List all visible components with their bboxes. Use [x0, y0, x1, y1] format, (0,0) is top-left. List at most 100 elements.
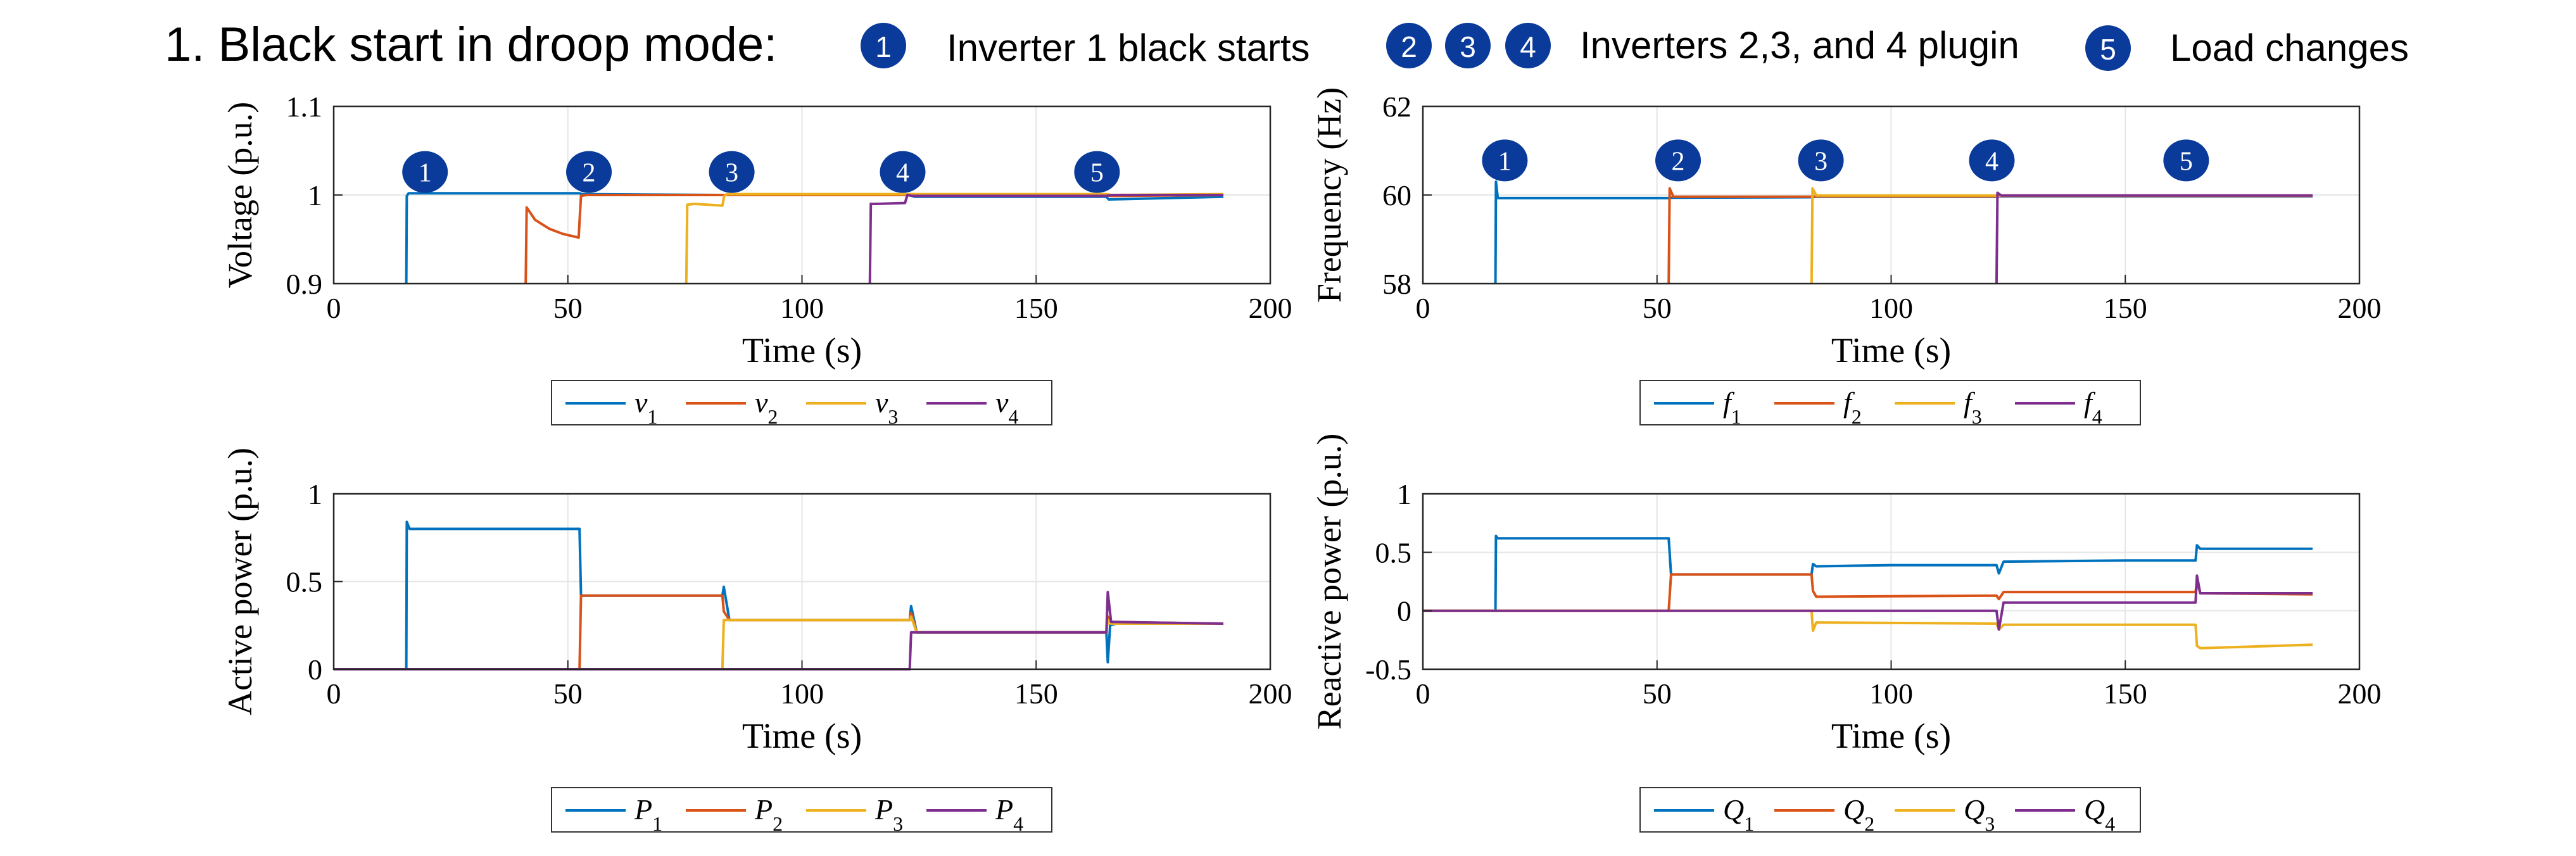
- event-marker-label-5: 5: [1090, 159, 1104, 188]
- event-badge-1-label: 1: [875, 30, 892, 63]
- event-marker-5: [1074, 151, 1120, 193]
- event-marker-2: [1655, 139, 1702, 182]
- series-line-Q1: [1423, 534, 2313, 612]
- series-line-v4: [868, 194, 1223, 284]
- figure-title: 1. Black start in droop mode:: [165, 18, 777, 72]
- x-tick-label: 150: [1014, 292, 1058, 324]
- x-tick-label: 200: [2338, 677, 2382, 710]
- y-tick-label: -0.5: [1365, 653, 1411, 686]
- x-tick-label: 150: [2104, 292, 2147, 324]
- legend-label-P1: P1: [634, 793, 662, 835]
- y-tick-label: 0: [1397, 595, 1411, 627]
- y-tick-label: 0: [308, 653, 322, 686]
- y-tick-label: 1: [1397, 478, 1411, 510]
- legend-label-Q2: Q2: [1843, 793, 1874, 835]
- x-axis-label: Time (s): [742, 331, 862, 370]
- x-tick-label: 200: [1249, 677, 1292, 710]
- event-badge-2: [1386, 23, 1432, 68]
- y-tick-label: 0.5: [286, 566, 323, 598]
- y-tick-label: 0.5: [1375, 536, 1412, 569]
- chart-active_power: 0 50 100 150 200 0 0.5 1 Time (s) Active power (p…: [221, 448, 1292, 835]
- event-marker-4: [1969, 139, 2015, 182]
- x-tick-label: 50: [553, 677, 583, 710]
- event-marker-label-3: 3: [1814, 147, 1828, 176]
- event-marker-label-5: 5: [2180, 147, 2193, 176]
- y-axis-label: Voltage (p.u.): [221, 102, 259, 288]
- event-2-description: Inverters 2,3, and 4 plugin: [1580, 24, 2019, 66]
- legend: P1 P2 P3 P4: [551, 787, 1052, 835]
- x-axis-label: Time (s): [1831, 717, 1951, 756]
- event-marker-1: [1482, 139, 1528, 182]
- event-badge-3: [1445, 23, 1491, 68]
- event-marker-label-1: 1: [419, 159, 432, 188]
- event-badge-4-label: 4: [1520, 30, 1536, 63]
- y-axis-label: Active power (p.u.): [221, 448, 259, 715]
- x-tick-label: 50: [1643, 677, 1672, 710]
- event-marker-label-2: 2: [1672, 147, 1685, 176]
- chart-voltage: 0 50 100 150 200 0.9 1 1.1 Time (s) Voltage (p.u.…: [221, 91, 1292, 428]
- header: 1. Black start in droop mode: 1 Inverter…: [165, 18, 2409, 72]
- x-tick-label: 100: [780, 292, 824, 324]
- event-marker-label-4: 4: [1985, 147, 1998, 176]
- series-line-Q4: [1423, 574, 2313, 631]
- legend-label-P3: P3: [874, 793, 903, 835]
- legend: f1 f2 f3 f4: [1639, 380, 2141, 428]
- event-marker-label-1: 1: [1498, 147, 1512, 176]
- event-3-description: Load changes: [2170, 27, 2409, 69]
- event-marker-5: [2163, 139, 2209, 182]
- y-tick-label: 62: [1382, 91, 1411, 123]
- event-badge-3-label: 3: [1460, 30, 1476, 63]
- event-badge-5: [2085, 25, 2131, 71]
- x-tick-label: 150: [1014, 677, 1058, 710]
- x-axis-label: Time (s): [1831, 331, 1951, 370]
- event-marker-4: [880, 151, 926, 193]
- x-tick-label: 150: [2104, 677, 2147, 710]
- event-marker-1: [402, 151, 448, 193]
- event-marker-label-4: 4: [896, 159, 909, 188]
- event-badge-5-label: 5: [2100, 33, 2116, 66]
- legend-label-v2: v2: [755, 386, 778, 428]
- y-tick-label: 58: [1382, 268, 1411, 300]
- event-badge-4: [1505, 23, 1551, 68]
- event-marker-3: [709, 151, 755, 193]
- event-marker-3: [1798, 139, 1844, 182]
- legend-label-P4: P4: [995, 793, 1023, 835]
- chart-frequency: 0 50 100 150 200 58 60 62 Time (s) Frequency (Hz)…: [1310, 87, 2382, 428]
- series-line-P4: [334, 591, 1224, 670]
- event-1-description: Inverter 1 black starts: [947, 27, 1310, 69]
- y-tick-label: 1: [308, 478, 322, 510]
- x-tick-label: 0: [1416, 292, 1430, 324]
- legend-label-Q3: Q3: [1964, 793, 1995, 835]
- x-tick-label: 50: [553, 292, 583, 324]
- x-tick-label: 100: [1869, 677, 1913, 710]
- event-marker-2: [566, 151, 612, 193]
- x-tick-label: 200: [2338, 292, 2382, 324]
- event-marker-label-2: 2: [583, 159, 596, 188]
- legend-label-Q4: Q4: [2084, 793, 2115, 835]
- series-line-f4: [1995, 191, 2313, 284]
- x-axis-label: Time (s): [742, 717, 862, 756]
- x-tick-label: 100: [1869, 292, 1913, 324]
- legend-label-v3: v3: [875, 386, 898, 428]
- event-badge-2-label: 2: [1401, 30, 1417, 63]
- legend: v1 v2 v3 v4: [551, 380, 1052, 428]
- y-tick-label: 1: [308, 179, 322, 211]
- legend-label-v4: v4: [995, 386, 1018, 428]
- y-axis-label: Frequency (Hz): [1310, 87, 1348, 303]
- y-axis-label: Reactive power (p.u.): [1310, 434, 1348, 730]
- x-tick-label: 0: [327, 677, 341, 710]
- event-marker-label-3: 3: [725, 159, 738, 188]
- x-tick-label: 0: [327, 292, 341, 324]
- x-tick-label: 0: [1416, 677, 1430, 710]
- legend-label-Q1: Q1: [1723, 793, 1754, 835]
- legend-label-v1: v1: [635, 386, 657, 428]
- x-tick-label: 100: [780, 677, 824, 710]
- y-tick-label: 0.9: [286, 268, 323, 300]
- series-line-P3: [334, 615, 1223, 670]
- x-tick-label: 50: [1643, 292, 1672, 324]
- event-badge-1: [861, 23, 906, 68]
- legend: Q1 Q2 Q3 Q4: [1639, 787, 2141, 835]
